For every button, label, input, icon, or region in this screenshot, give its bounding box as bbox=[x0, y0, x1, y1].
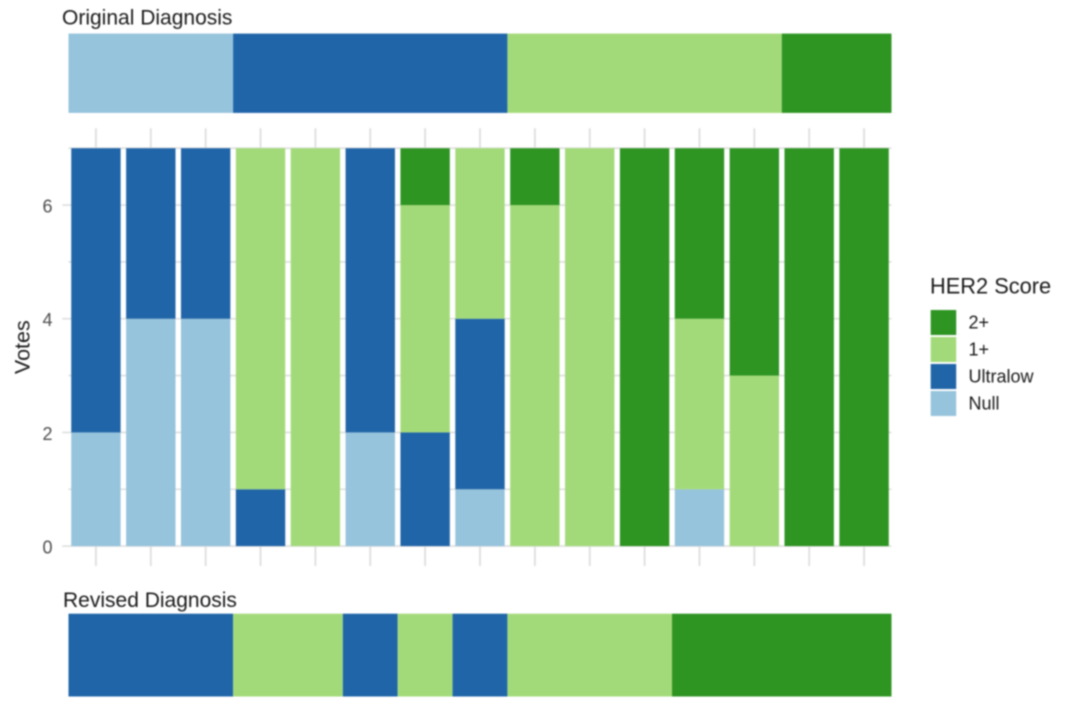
svg-text:0: 0 bbox=[42, 538, 52, 558]
svg-text:HER2 Score: HER2 Score bbox=[930, 274, 1051, 299]
svg-text:Revised Diagnosis: Revised Diagnosis bbox=[63, 589, 237, 612]
svg-text:6: 6 bbox=[42, 197, 52, 217]
svg-text:1+: 1+ bbox=[969, 340, 990, 360]
svg-text:Ultralow: Ultralow bbox=[969, 367, 1035, 387]
svg-text:Votes: Votes bbox=[11, 320, 35, 374]
svg-text:4: 4 bbox=[42, 310, 52, 330]
svg-text:Original Diagnosis: Original Diagnosis bbox=[62, 7, 232, 30]
svg-text:2+: 2+ bbox=[969, 313, 990, 333]
svg-text:Null: Null bbox=[969, 394, 1000, 414]
svg-text:2: 2 bbox=[42, 424, 52, 444]
